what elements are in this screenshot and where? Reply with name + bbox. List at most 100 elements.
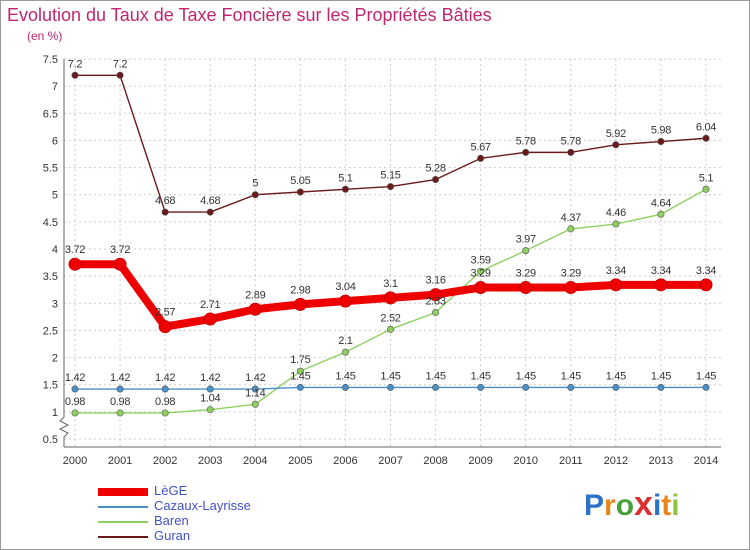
- legend-swatch: [98, 536, 148, 538]
- data-label-cazaux-layrisse: 1.45: [335, 370, 355, 382]
- data-point-l-ge: [474, 281, 488, 295]
- data-point-baren: [71, 409, 79, 417]
- data-label-cazaux-layrisse: 1.45: [516, 370, 536, 382]
- data-label-baren: 4.37: [561, 212, 581, 224]
- data-point-baren: [522, 247, 530, 255]
- logo-letter: o: [615, 489, 635, 522]
- data-point-cazaux-layrisse: [251, 385, 259, 393]
- data-point-cazaux-layrisse: [206, 385, 214, 393]
- plot-area: [64, 59, 721, 447]
- data-label-guran: 5.28: [425, 163, 445, 175]
- x-tick-label: 2014: [694, 455, 718, 467]
- logo-letter: x: [634, 485, 653, 523]
- data-label-cazaux-layrisse: 1.45: [290, 370, 310, 382]
- x-tick-label: 2003: [198, 455, 222, 467]
- x-tick-label: 2011: [559, 455, 583, 467]
- data-label-cazaux-layrisse: 1.45: [380, 370, 400, 382]
- data-label-l-ge: 3.1: [383, 278, 398, 290]
- data-label-l-ge: 3.16: [425, 275, 445, 287]
- data-point-cazaux-layrisse: [386, 383, 394, 391]
- data-label-baren: 4.46: [606, 207, 626, 219]
- data-point-baren: [341, 348, 349, 356]
- data-point-guran: [432, 176, 440, 184]
- data-point-baren: [206, 406, 214, 414]
- data-label-cazaux-layrisse: 1.45: [696, 370, 716, 382]
- data-label-cazaux-layrisse: 1.45: [561, 370, 581, 382]
- data-point-guran: [251, 191, 259, 199]
- data-point-guran: [341, 185, 349, 193]
- data-label-l-ge: 3.34: [696, 265, 716, 277]
- data-point-l-ge: [68, 257, 82, 271]
- y-tick-label: 2: [52, 353, 58, 365]
- data-label-guran: 4.68: [155, 195, 175, 207]
- data-label-baren: 0.98: [110, 396, 130, 408]
- data-point-l-ge: [338, 294, 352, 308]
- data-point-guran: [296, 188, 304, 196]
- data-label-baren: 0.98: [155, 396, 175, 408]
- data-label-cazaux-layrisse: 1.42: [110, 372, 130, 384]
- data-point-guran: [657, 138, 665, 146]
- chart-title: Evolution du Taux de Taxe Foncière sur l…: [7, 5, 492, 25]
- data-point-cazaux-layrisse: [71, 385, 79, 393]
- data-point-l-ge: [609, 278, 623, 292]
- x-tick-label: 2008: [423, 455, 447, 467]
- data-point-baren: [567, 225, 575, 233]
- data-point-baren: [386, 325, 394, 333]
- data-label-guran: 4.68: [200, 195, 220, 207]
- data-label-l-ge: 3.04: [335, 281, 355, 293]
- data-point-cazaux-layrisse: [341, 383, 349, 391]
- data-label-guran: 5.92: [606, 128, 626, 140]
- data-point-l-ge: [158, 320, 172, 334]
- data-label-baren: 0.98: [65, 396, 85, 408]
- data-point-baren: [657, 210, 665, 218]
- data-point-cazaux-layrisse: [116, 385, 124, 393]
- unit-label: (en %): [27, 29, 63, 43]
- data-point-l-ge: [248, 302, 262, 316]
- data-point-baren: [432, 309, 440, 317]
- data-label-cazaux-layrisse: 1.45: [471, 370, 491, 382]
- data-point-l-ge: [519, 281, 533, 295]
- data-point-l-ge: [429, 288, 443, 302]
- data-point-cazaux-layrisse: [657, 383, 665, 391]
- y-tick-label: 2.5: [43, 325, 58, 337]
- data-point-cazaux-layrisse: [612, 383, 620, 391]
- data-label-guran: 5.1: [338, 172, 353, 184]
- data-label-baren: 2.52: [380, 312, 400, 324]
- data-label-cazaux-layrisse: 1.42: [200, 372, 220, 384]
- data-label-guran: 5.98: [651, 125, 671, 137]
- x-tick-label: 2002: [153, 455, 177, 467]
- data-label-l-ge: 2.71: [200, 299, 220, 311]
- data-label-baren: 2.83: [425, 296, 445, 308]
- data-point-baren: [161, 409, 169, 417]
- legend-label: LèGE: [154, 483, 188, 498]
- data-label-guran: 5.78: [516, 135, 536, 147]
- y-tick-label: 7.5: [43, 54, 58, 66]
- data-point-l-ge: [293, 297, 307, 311]
- data-label-cazaux-layrisse: 1.45: [651, 370, 671, 382]
- x-tick-label: 2013: [649, 455, 673, 467]
- proxiti-logo: Proxiti: [584, 485, 680, 524]
- data-label-cazaux-layrisse: 1.45: [606, 370, 626, 382]
- x-tick-label: 2005: [288, 455, 312, 467]
- data-point-guran: [71, 71, 79, 79]
- x-tick-label: 2012: [604, 455, 628, 467]
- legend-label: Cazaux-Layrisse: [154, 498, 251, 513]
- data-label-baren: 1.04: [200, 393, 220, 405]
- y-tick-label: 7: [52, 81, 58, 93]
- data-point-cazaux-layrisse: [432, 383, 440, 391]
- data-point-guran: [116, 71, 124, 79]
- data-label-l-ge: 3.34: [651, 265, 671, 277]
- data-label-l-ge: 3.72: [110, 244, 130, 256]
- data-label-guran: 6.04: [696, 121, 716, 133]
- y-tick-label: 0.5: [43, 434, 58, 446]
- y-tick-label: 5.5: [43, 163, 58, 175]
- x-tick-label: 2000: [63, 455, 87, 467]
- data-label-baren: 3.97: [516, 234, 536, 246]
- data-point-cazaux-layrisse: [296, 383, 304, 391]
- data-label-cazaux-layrisse: 1.42: [65, 372, 85, 384]
- logo-letter: i: [652, 489, 662, 522]
- data-label-cazaux-layrisse: 1.45: [425, 370, 445, 382]
- legend-swatch: [98, 488, 148, 496]
- y-tick-label: 3.5: [43, 271, 58, 283]
